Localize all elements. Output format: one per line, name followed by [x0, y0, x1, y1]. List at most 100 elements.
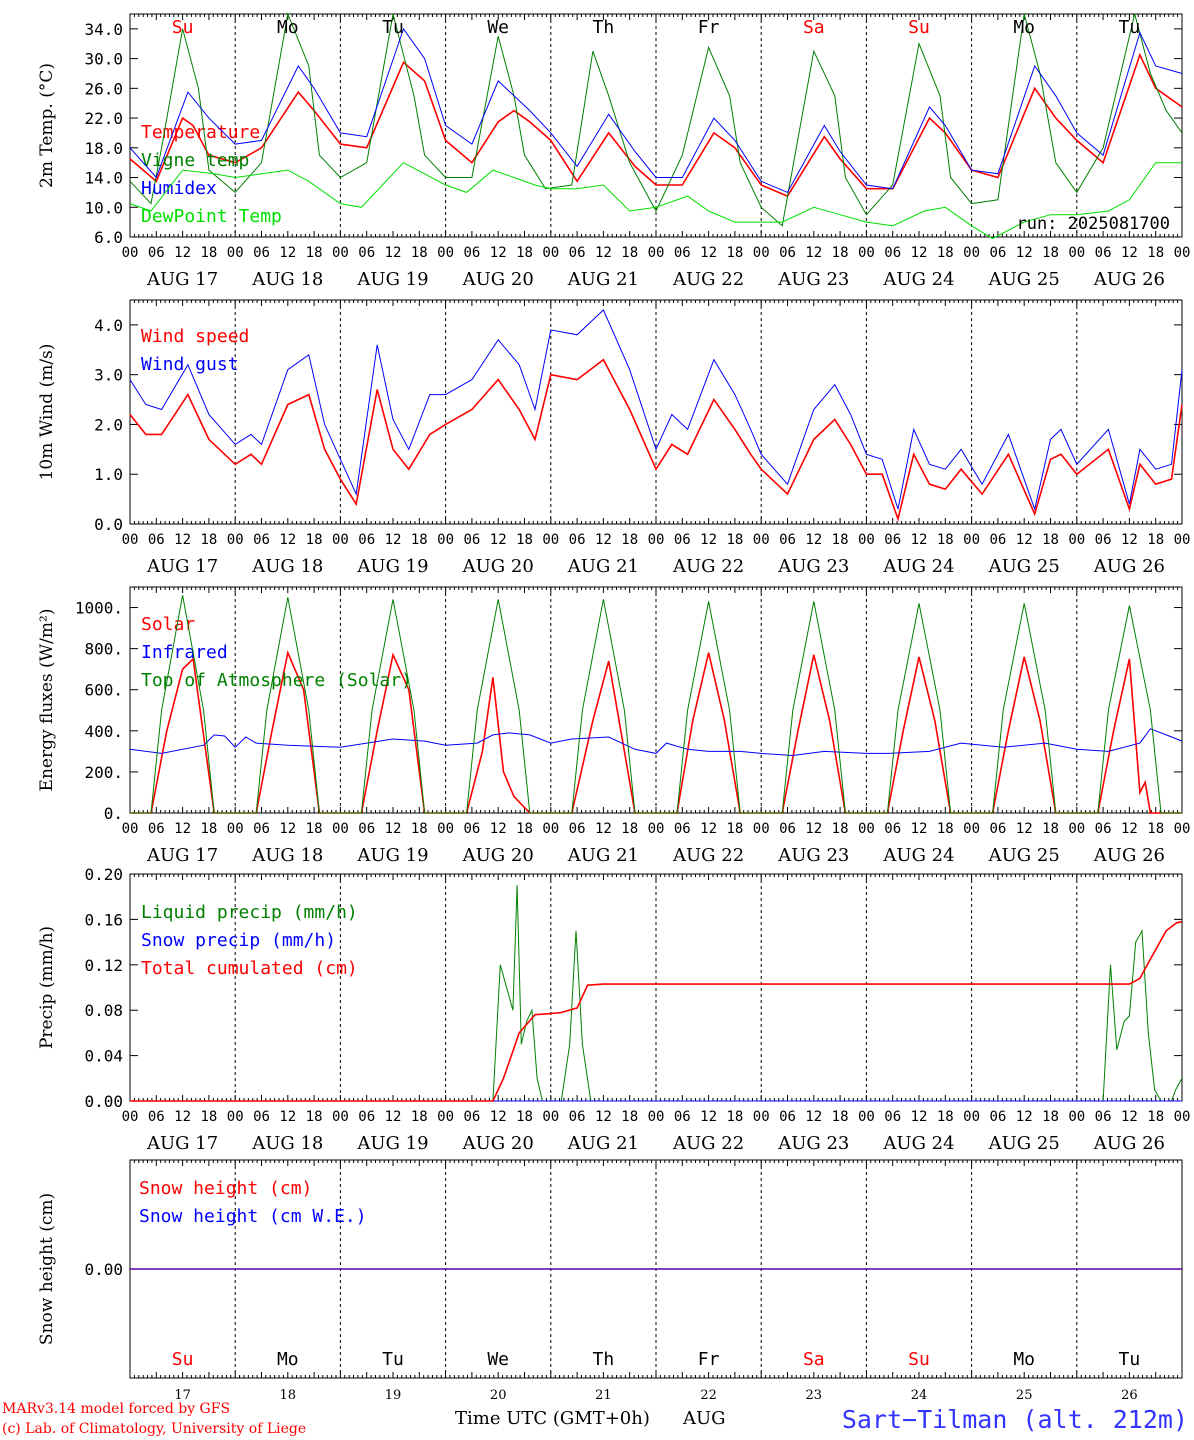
hour-tick-label: 18	[411, 821, 428, 837]
hour-tick-label: 00	[122, 1109, 139, 1125]
date-label: AUG 26	[1093, 269, 1165, 290]
hour-tick-label: 18	[1042, 532, 1059, 548]
hour-tick-label: 06	[779, 532, 796, 548]
hour-tick-label: 06	[463, 245, 480, 261]
hour-tick-label: 18	[832, 532, 849, 548]
hour-tick-label: 06	[358, 245, 375, 261]
legend-entry: Total cumulated (cm)	[141, 958, 358, 979]
date-label: AUG 23	[777, 269, 849, 290]
hour-tick-label: 06	[884, 1109, 901, 1125]
panel-2: 0.0 1.0 2.0 3.0 4.0 10m Wind (m/s) Wind speed W…	[37, 299, 1190, 577]
hour-tick-label: 12	[805, 245, 822, 261]
hour-tick-label: 06	[884, 821, 901, 837]
legend-entry: Liquid precip (mm/h)	[141, 902, 358, 923]
hour-tick-label: 00	[648, 821, 665, 837]
y-tick-label: 10.0	[84, 198, 123, 217]
hour-tick-label: 00	[1068, 245, 1085, 261]
y-axis-label: Energy fluxes (W/m²)	[37, 609, 57, 792]
hour-tick-label: 06	[674, 532, 691, 548]
hour-tick-label: 18	[1147, 821, 1164, 837]
date-label: AUG 25	[988, 1133, 1060, 1154]
day-number-label: 23	[806, 1388, 823, 1403]
weekday-label: Fr	[698, 1349, 720, 1370]
day-number-label: 26	[1121, 1388, 1138, 1403]
date-label: AUG 19	[356, 1133, 428, 1154]
credit-line-1: MARv3.14 model forced by GFS	[2, 1401, 230, 1417]
date-label: AUG 22	[672, 269, 744, 290]
hour-tick-label: 00	[332, 245, 349, 261]
hour-tick-label: 06	[148, 532, 165, 548]
hour-tick-label: 18	[832, 821, 849, 837]
date-label: AUG 24	[882, 1133, 954, 1154]
hour-tick-label: 18	[516, 821, 533, 837]
hour-tick-label: 00	[753, 532, 770, 548]
legend-entry: Snow height (cm W.E.)	[139, 1206, 367, 1227]
hour-tick-label: 12	[1016, 1109, 1033, 1125]
hour-tick-label: 12	[385, 1109, 402, 1125]
day-number-label: 20	[490, 1388, 507, 1403]
hour-tick-label: 18	[306, 1109, 323, 1125]
y-tick-label: 2.0	[94, 415, 123, 434]
hour-tick-label: 18	[1147, 532, 1164, 548]
day-number-label: 22	[700, 1388, 717, 1403]
weekday-label: Mo	[1013, 1349, 1035, 1370]
hour-tick-label: 18	[1042, 821, 1059, 837]
hour-tick-label: 18	[1147, 1109, 1164, 1125]
hour-tick-label: 18	[937, 532, 954, 548]
hour-tick-label: 12	[279, 821, 296, 837]
hour-tick-label: 12	[490, 245, 507, 261]
hour-tick-label: 00	[1174, 821, 1191, 837]
hour-tick-label: 18	[832, 245, 849, 261]
weekday-label: Tu	[1119, 17, 1141, 38]
hour-tick-label: 12	[174, 245, 191, 261]
hour-tick-label: 00	[437, 245, 454, 261]
date-label: AUG 26	[1093, 556, 1165, 577]
hour-tick-label: 00	[1174, 1109, 1191, 1125]
hour-tick-label: 00	[963, 821, 980, 837]
hour-tick-label: 18	[306, 821, 323, 837]
legend-entry: Temperature	[141, 122, 260, 143]
y-tick-label: 0.16	[84, 910, 123, 929]
panel-4: 0.00 0.04 0.08 0.12 0.16 0.20 Precip (mm/h) Liq…	[37, 865, 1190, 1154]
hour-tick-label: 06	[253, 1109, 270, 1125]
hour-tick-label: 00	[542, 1109, 559, 1125]
hour-tick-label: 12	[174, 532, 191, 548]
hour-tick-label: 00	[122, 821, 139, 837]
hour-tick-label: 00	[963, 532, 980, 548]
date-label: AUG 18	[251, 556, 323, 577]
hour-tick-label: 12	[279, 532, 296, 548]
hour-tick-label: 06	[569, 245, 586, 261]
hour-tick-label: 18	[726, 1109, 743, 1125]
hour-tick-label: 12	[174, 821, 191, 837]
hour-tick-label: 18	[411, 245, 428, 261]
y-tick-label: 0.00	[84, 1260, 123, 1279]
y-tick-label: 26.0	[84, 79, 123, 98]
hour-tick-label: 12	[490, 821, 507, 837]
hour-tick-label: 12	[911, 821, 928, 837]
hour-tick-label: 06	[358, 821, 375, 837]
hour-tick-label: 18	[937, 821, 954, 837]
hour-tick-label: 18	[621, 821, 638, 837]
hour-tick-label: 06	[358, 532, 375, 548]
series-line-2-1	[129, 358, 1183, 522]
hour-tick-label: 18	[726, 821, 743, 837]
hour-tick-label: 12	[595, 1109, 612, 1125]
hour-tick-label: 12	[1016, 821, 1033, 837]
y-tick-label: 18.0	[84, 139, 123, 158]
hour-tick-label: 18	[200, 532, 217, 548]
hour-tick-label: 00	[437, 821, 454, 837]
weekday-label: Tu	[382, 1349, 404, 1370]
weekday-label: Mo	[277, 1349, 299, 1370]
y-axis-label: Precip (mm/h)	[37, 926, 57, 1049]
date-label: AUG 18	[251, 845, 323, 866]
hour-tick-label: 00	[332, 532, 349, 548]
weekday-label: Th	[593, 17, 615, 38]
hour-tick-label: 00	[858, 245, 875, 261]
hour-tick-label: 06	[148, 245, 165, 261]
date-label: AUG 22	[672, 845, 744, 866]
date-label: AUG 20	[462, 556, 534, 577]
hour-tick-label: 12	[595, 532, 612, 548]
hour-tick-label: 12	[1121, 1109, 1138, 1125]
series-line-2-2	[129, 309, 1183, 511]
